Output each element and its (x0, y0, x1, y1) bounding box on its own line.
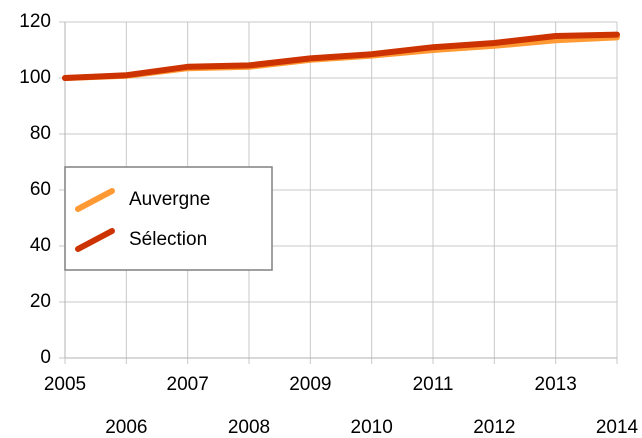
y-tick-label: 40 (30, 235, 51, 256)
legend-box (64, 166, 273, 271)
y-tick-label: 60 (30, 179, 51, 200)
x-tick-label: 2007 (167, 374, 209, 395)
x-tick-label: 2013 (535, 374, 577, 395)
x-tick-label: 2011 (413, 374, 454, 395)
x-tick-label: 2012 (473, 417, 515, 438)
legend: Auvergne Sélection (64, 166, 273, 271)
y-tick-label: 80 (30, 123, 51, 144)
y-tick-label: 100 (19, 67, 51, 88)
x-tick-label: 2006 (105, 417, 147, 438)
y-tick-label: 120 (19, 11, 51, 32)
y-tick-label: 0 (40, 347, 51, 368)
legend-label: Auvergne (129, 189, 210, 210)
legend-swatch (75, 188, 115, 212)
x-tick-label: 2005 (44, 374, 86, 395)
x-tick-label: 2014 (596, 417, 639, 438)
x-tick-label: 2009 (289, 374, 331, 395)
series-line (62, 31, 620, 81)
legend-label: Sélection (129, 229, 207, 250)
x-tick-label: 2008 (228, 417, 270, 438)
y-tick-label: 20 (30, 291, 51, 312)
legend-swatch (75, 228, 115, 252)
x-tick-label: 2010 (351, 417, 393, 438)
